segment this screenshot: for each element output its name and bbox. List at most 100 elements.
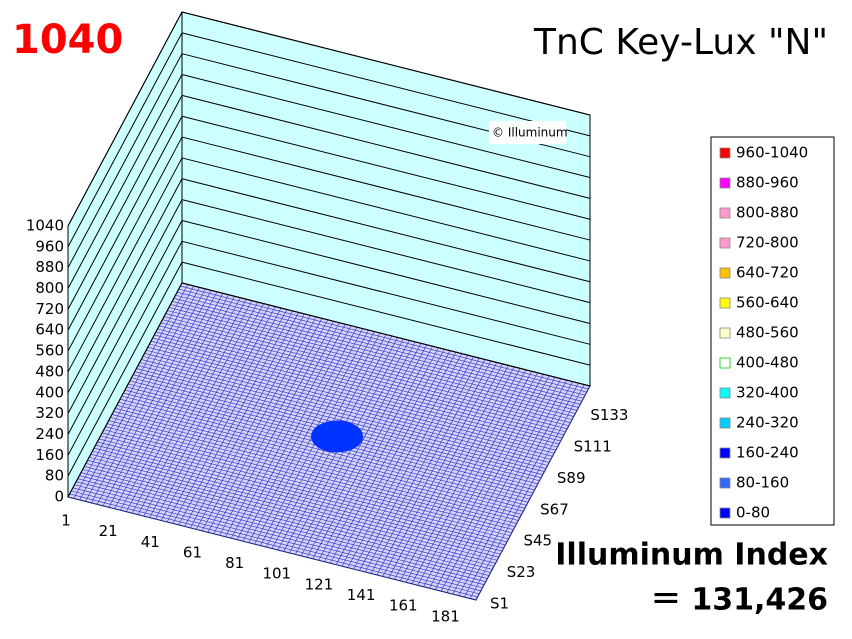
floor-mesh <box>139 362 548 466</box>
z-tick-label: 640 <box>35 321 64 339</box>
grid-line <box>181 74 591 179</box>
floor-mesh <box>417 371 532 586</box>
legend-swatch <box>719 297 731 309</box>
legend-label: 400-480 <box>736 354 799 372</box>
x-tick-label: 121 <box>305 575 334 593</box>
floor-mesh <box>160 322 569 427</box>
floor-mesh <box>405 368 521 583</box>
floor-mesh <box>388 363 503 579</box>
x-tick-label: 41 <box>141 533 160 551</box>
y-tick-label: S1 <box>490 595 509 613</box>
y-tick-label: S133 <box>590 406 628 424</box>
legend-label: 560-640 <box>736 294 799 312</box>
legend-swatch <box>719 387 731 399</box>
grid-line <box>181 199 591 304</box>
x-tick-label: 1 <box>61 512 71 530</box>
x-tick-label: 181 <box>431 607 460 625</box>
grid-line <box>181 94 591 199</box>
z-tick-label: 400 <box>35 383 64 401</box>
floor-mesh <box>164 316 573 420</box>
y-tick-label: S89 <box>557 469 586 487</box>
floor-mesh <box>330 349 445 564</box>
z-tick-label: 240 <box>35 425 64 443</box>
grid-line <box>67 220 183 435</box>
floor-mesh <box>172 301 581 405</box>
legend-swatch <box>719 357 731 369</box>
grid-line <box>67 11 183 227</box>
floor-mesh <box>136 368 545 472</box>
watermark-box <box>489 121 566 144</box>
floor-mesh <box>370 359 486 574</box>
z-tick-label: 960 <box>35 237 64 255</box>
y-tick-label: S23 <box>507 563 536 581</box>
legend-swatch <box>719 207 731 219</box>
floor-mesh <box>464 382 579 598</box>
floor-mesh <box>382 362 498 577</box>
z-tick-label: 880 <box>35 258 64 276</box>
legend-label: 240-320 <box>736 414 799 432</box>
grid-line <box>67 136 183 352</box>
grid-line <box>67 261 183 477</box>
floor-mesh <box>142 356 551 460</box>
legend-label: 720-800 <box>736 234 799 252</box>
x-tick-label: 81 <box>225 554 244 572</box>
z-tick-label: 0 <box>54 488 64 506</box>
floor-mesh <box>177 291 586 396</box>
grid-line <box>67 178 183 394</box>
grid-line <box>181 282 591 387</box>
z-tick-label: 80 <box>45 467 64 485</box>
grid-line <box>181 240 591 345</box>
floor-mesh <box>318 346 433 561</box>
legend-label: 640-720 <box>736 264 799 282</box>
floor-mesh <box>150 340 560 445</box>
floor-mesh <box>306 343 422 558</box>
grid-line <box>181 261 591 366</box>
floor-mesh <box>180 285 589 390</box>
chart-title: TnC Key-Lux "N" <box>533 22 828 63</box>
legend-swatch <box>719 147 731 159</box>
floor-mesh <box>165 313 574 417</box>
floor-mesh <box>335 350 451 565</box>
floor-mesh <box>300 341 416 556</box>
floor-mesh <box>149 343 558 448</box>
floor-mesh <box>167 310 576 414</box>
legend-swatch <box>719 447 731 459</box>
grid-line <box>67 32 183 248</box>
grid-line <box>67 115 183 331</box>
y-tick-label: S45 <box>523 532 552 550</box>
z-tick-label: 1040 <box>26 217 64 235</box>
grid-line <box>67 241 183 456</box>
legend-label: 80-160 <box>736 474 789 492</box>
legend-label: 0-80 <box>736 504 770 522</box>
floor-mesh <box>440 377 556 592</box>
floor-mesh <box>359 356 474 571</box>
legend-swatch <box>719 417 731 429</box>
grid-line <box>67 53 183 268</box>
surface-peak <box>311 420 363 453</box>
index-value: ＝ 131,426 <box>651 583 828 618</box>
legend-label: 960-1040 <box>736 144 808 162</box>
z-tick-label: 560 <box>35 342 64 360</box>
floor-mesh <box>469 384 585 599</box>
floor-mesh <box>312 344 428 559</box>
floor-mesh <box>146 349 555 454</box>
floor-mesh <box>152 337 561 442</box>
grid-line <box>181 219 591 324</box>
grid-line <box>67 199 183 414</box>
floor-mesh <box>141 359 550 463</box>
floor-mesh <box>137 365 547 469</box>
legend-swatch <box>719 477 731 489</box>
floor-mesh <box>157 328 566 433</box>
grid-line <box>181 136 591 241</box>
index-label: Illuminum Index <box>555 538 828 573</box>
floor-mesh <box>423 372 538 587</box>
floor-mesh <box>159 325 568 430</box>
floor-mesh <box>399 366 515 582</box>
legend-label: 800-880 <box>736 204 799 222</box>
floor-mesh <box>147 346 556 451</box>
x-tick-label: 101 <box>262 565 291 583</box>
grid-line <box>67 95 183 310</box>
floor-mesh <box>458 381 573 596</box>
floor-mesh <box>452 379 567 595</box>
